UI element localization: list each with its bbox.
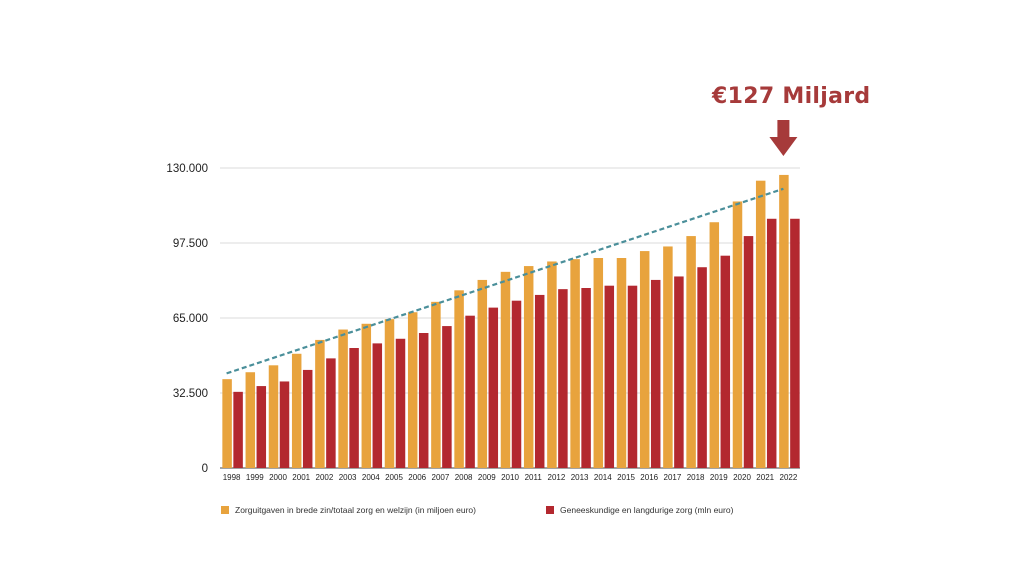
bar-total bbox=[709, 222, 720, 468]
bar-medical bbox=[256, 386, 267, 468]
y-tick-label: 32.500 bbox=[173, 388, 208, 400]
bar-medical bbox=[418, 333, 429, 468]
bar-total bbox=[779, 174, 789, 468]
bar-total bbox=[222, 379, 232, 468]
bar-total bbox=[570, 259, 580, 468]
bar-total bbox=[523, 266, 534, 468]
x-tick-label: 2006 bbox=[408, 473, 426, 482]
bar-medical bbox=[766, 218, 777, 468]
bar-medical bbox=[604, 285, 615, 468]
x-tick-label: 2000 bbox=[269, 473, 287, 482]
x-tick-label: 1998 bbox=[223, 473, 241, 482]
bar-total bbox=[361, 323, 372, 468]
x-tick-label: 1999 bbox=[246, 473, 264, 482]
bar-medical bbox=[720, 255, 731, 468]
x-tick-label: 2012 bbox=[548, 473, 566, 482]
bar-medical bbox=[511, 300, 522, 468]
trendline-path bbox=[226, 187, 784, 375]
x-tick-label: 2022 bbox=[780, 473, 798, 482]
bar-medical bbox=[743, 236, 754, 468]
bar-medical bbox=[581, 288, 591, 468]
bar-total bbox=[338, 329, 348, 468]
bar-total bbox=[755, 180, 766, 468]
bar-total bbox=[407, 312, 418, 468]
bar-total bbox=[547, 261, 557, 468]
bar-medical bbox=[372, 343, 383, 468]
bar-total bbox=[245, 372, 256, 468]
bar-medical bbox=[674, 276, 684, 468]
bar-total bbox=[431, 301, 441, 468]
bar-medical bbox=[442, 326, 452, 468]
bar-medical bbox=[326, 358, 336, 468]
x-tick-label: 2003 bbox=[339, 473, 357, 482]
x-axis: 1998 1999 2000 2001 2002 2003 2004 2005 2006 2007… bbox=[223, 473, 798, 482]
bar-total bbox=[500, 271, 511, 468]
x-tick-label: 2020 bbox=[733, 473, 751, 482]
x-tick-label: 2008 bbox=[455, 473, 473, 482]
x-tick-label: 2015 bbox=[617, 473, 635, 482]
x-tick-label: 2001 bbox=[292, 473, 310, 482]
legend-label-total: Zorguitgaven in brede zin/totaal zorg en… bbox=[235, 505, 476, 515]
y-tick-label: 130.000 bbox=[166, 163, 208, 175]
x-tick-label: 2004 bbox=[362, 473, 380, 482]
x-tick-label: 2021 bbox=[756, 473, 774, 482]
bar-total bbox=[291, 353, 302, 468]
trendline bbox=[226, 187, 784, 375]
down-arrow-icon bbox=[769, 120, 798, 156]
bar-total bbox=[454, 290, 464, 468]
bar-total bbox=[315, 339, 325, 468]
bar-total bbox=[686, 236, 696, 468]
bar-total bbox=[663, 246, 673, 468]
legend-swatch-total bbox=[221, 506, 229, 514]
x-tick-label: 2002 bbox=[316, 473, 334, 482]
x-tick-label: 2005 bbox=[385, 473, 403, 482]
y-axis: 0 32.500 65.000 97.500 130.000 bbox=[166, 163, 208, 475]
bar-total bbox=[616, 258, 627, 468]
x-tick-label: 2014 bbox=[594, 473, 612, 482]
bar-medical bbox=[302, 369, 313, 468]
legend-item-total: Zorguitgaven in brede zin/totaal zorg en… bbox=[221, 505, 476, 515]
bar-medical bbox=[697, 267, 707, 468]
bar-total bbox=[384, 319, 395, 468]
bar-medical bbox=[627, 285, 638, 468]
bar-medical bbox=[465, 315, 475, 468]
bar-medical bbox=[558, 289, 568, 468]
x-tick-label: 2019 bbox=[710, 473, 728, 482]
bar-total bbox=[477, 279, 488, 468]
x-tick-label: 2011 bbox=[525, 473, 543, 482]
y-tick-label: 97.500 bbox=[173, 238, 208, 250]
bar-medical bbox=[534, 294, 545, 468]
legend-item-medical: Geneeskundige en langdurige zorg (mln eu… bbox=[546, 505, 733, 515]
bar-medical bbox=[488, 307, 499, 468]
bar-medical bbox=[349, 348, 359, 468]
x-tick-label: 2016 bbox=[640, 473, 658, 482]
y-tick-label: 0 bbox=[202, 463, 208, 475]
bar-total bbox=[593, 258, 604, 468]
bar-total bbox=[268, 365, 279, 468]
x-tick-label: 2017 bbox=[664, 473, 682, 482]
arrow-head bbox=[769, 137, 798, 156]
x-tick-label: 2010 bbox=[501, 473, 519, 482]
bar-medical bbox=[395, 338, 406, 468]
x-tick-label: 2009 bbox=[478, 473, 496, 482]
x-tick-label: 2018 bbox=[687, 473, 705, 482]
bars bbox=[222, 174, 800, 468]
legend-swatch-medical bbox=[546, 506, 554, 514]
bar-medical bbox=[279, 381, 290, 468]
x-tick-label: 2007 bbox=[432, 473, 450, 482]
bar-medical bbox=[650, 279, 661, 468]
x-tick-label: 2013 bbox=[571, 473, 589, 482]
bar-medical bbox=[233, 391, 243, 468]
y-tick-label: 65.000 bbox=[173, 313, 208, 325]
bar-total bbox=[732, 201, 743, 468]
arrow-shaft bbox=[777, 120, 790, 138]
callout-label: €127 Miljard bbox=[712, 84, 871, 109]
legend-label-medical: Geneeskundige en langdurige zorg (mln eu… bbox=[560, 505, 734, 515]
bar-medical bbox=[790, 218, 800, 468]
bar-total bbox=[639, 251, 650, 468]
